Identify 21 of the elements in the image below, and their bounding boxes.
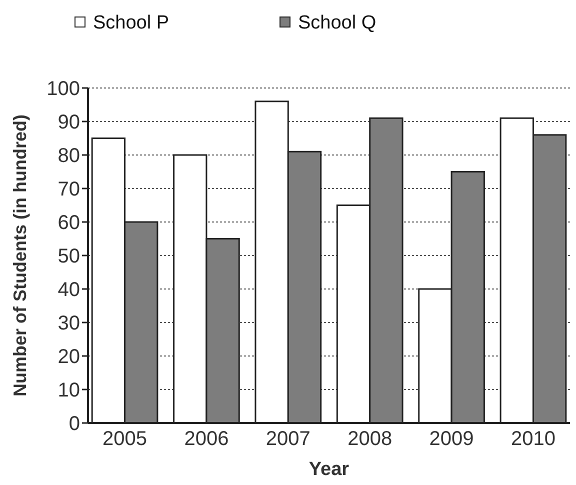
y-tick-label: 30 (58, 312, 80, 334)
y-tick-label: 10 (58, 380, 80, 402)
y-tick-label: 60 (58, 212, 80, 234)
y-tick-label: 50 (58, 246, 80, 268)
x-tick-label: 2010 (510, 428, 556, 450)
y-tick-label: 20 (58, 346, 80, 368)
x-tick-label: 2009 (429, 428, 474, 450)
x-tick-label: 2007 (266, 428, 310, 450)
y-tick-label: 70 (58, 178, 80, 200)
y-tick-label: 90 (58, 112, 80, 134)
y-tick-label: 0 (68, 413, 80, 435)
y-tick-label: 100 (46, 78, 80, 100)
x-tick-label: 2005 (102, 428, 148, 450)
x-axis-title: Year (308, 459, 350, 480)
legend-label: School Q (298, 12, 376, 34)
y-tick-label: 40 (58, 279, 80, 301)
y-axis-title: Number of Students (in hundred) (10, 114, 30, 396)
x-tick-label: 2006 (184, 428, 229, 450)
y-tick-label: 80 (58, 145, 80, 167)
legend-label: School P (93, 12, 170, 34)
x-tick-label: 2008 (348, 428, 392, 450)
